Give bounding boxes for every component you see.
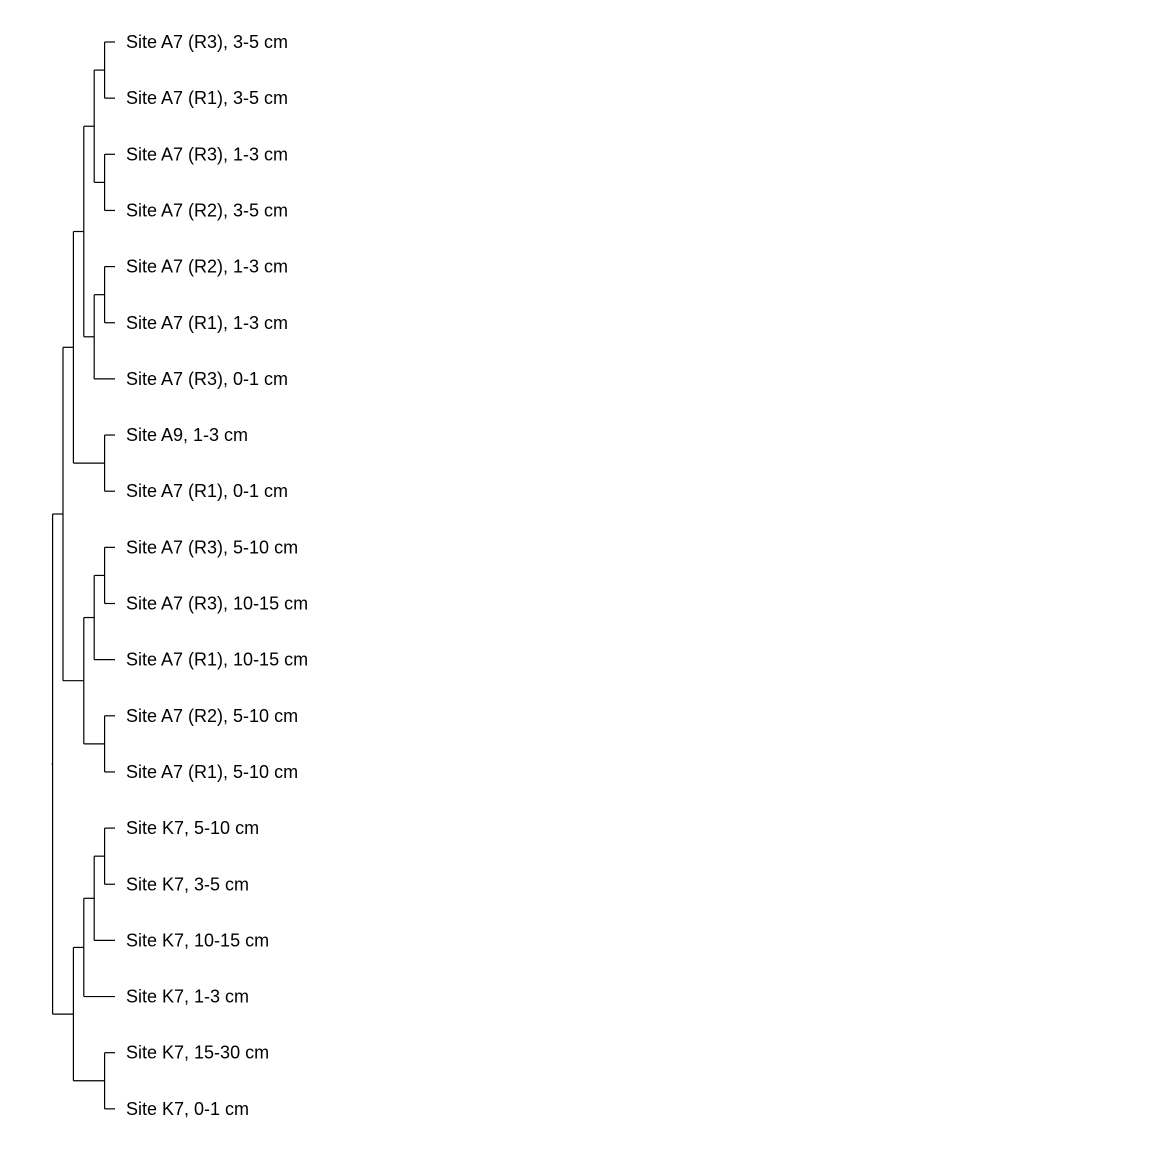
leaf-label: Site A7 (R1), 5-10 cm — [126, 762, 298, 782]
leaf-label: Site A7 (R3), 3-5 cm — [126, 32, 288, 52]
leaf-label: Site A7 (R3), 5-10 cm — [126, 537, 298, 557]
leaf-label: Site A7 (R1), 0-1 cm — [126, 481, 288, 501]
leaf-label: Site A7 (R2), 1-3 cm — [126, 257, 288, 277]
leaf-label: Site K7, 0-1 cm — [126, 1099, 249, 1119]
leaf-label: Site K7, 5-10 cm — [126, 818, 259, 838]
leaf-label: Site K7, 15-30 cm — [126, 1043, 269, 1063]
leaf-label: Site A7 (R1), 3-5 cm — [126, 88, 288, 108]
leaf-label: Site A7 (R2), 5-10 cm — [126, 706, 298, 726]
leaf-label: Site K7, 10-15 cm — [126, 930, 269, 950]
leaf-label: Site A9, 1-3 cm — [126, 425, 248, 445]
leaf-label: Site A7 (R3), 1-3 cm — [126, 144, 288, 164]
leaf-label: Site A7 (R2), 3-5 cm — [126, 200, 288, 220]
leaf-label: Site A7 (R1), 10-15 cm — [126, 650, 308, 670]
leaf-label: Site K7, 3-5 cm — [126, 874, 249, 894]
leaf-label: Site K7, 1-3 cm — [126, 987, 249, 1007]
dendrogram-leaf-labels: Site A7 (R3), 3-5 cm Site A7 (R1), 3-5 cm… — [126, 32, 308, 1119]
leaf-label: Site A7 (R3), 0-1 cm — [126, 369, 288, 389]
dendrogram-branches — [51, 41, 115, 1110]
leaf-label: Site A7 (R3), 10-15 cm — [126, 594, 308, 614]
leaf-label: Site A7 (R1), 1-3 cm — [126, 313, 288, 333]
